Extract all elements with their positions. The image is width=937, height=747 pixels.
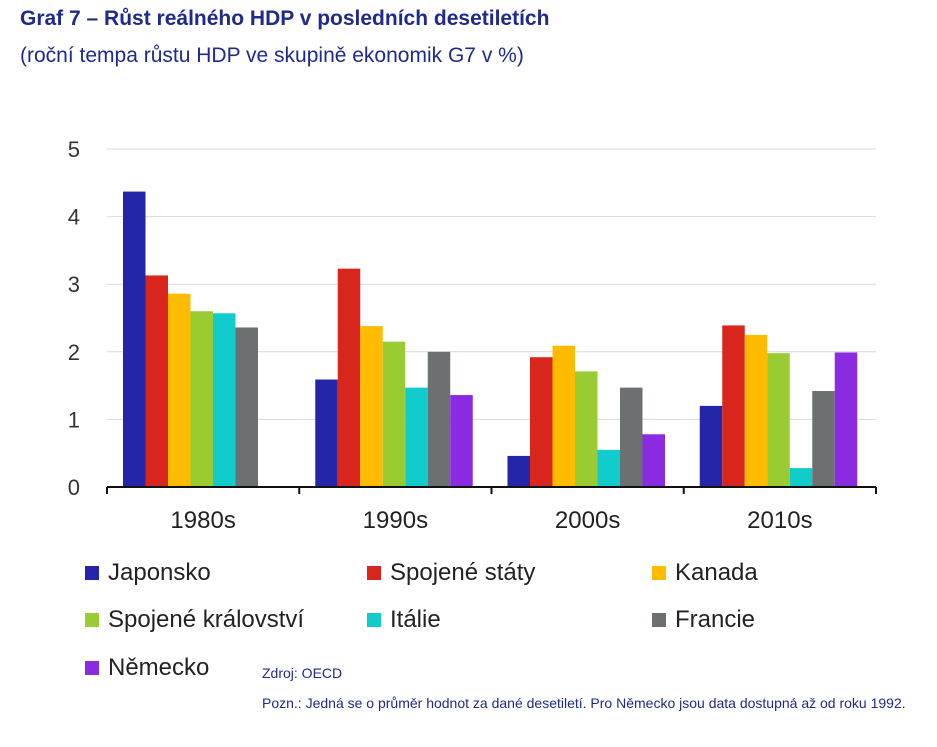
bar-spojené-státy-2010s [722, 325, 745, 487]
bar-kanada-1990s [360, 326, 383, 487]
source-note: Zdroj: OECD [262, 665, 343, 681]
chart-title: Graf 7 – Růst reálného HDP v posledních … [20, 7, 550, 30]
bar-německo-1990s [450, 395, 473, 487]
legend-label: Spojené království [108, 606, 305, 633]
footnote: Pozn.: Jedná se o průměr hodnot za dané … [262, 695, 906, 711]
legend-swatch [85, 566, 99, 580]
bar-francie-2000s [620, 387, 643, 487]
bar-chart: 0 1 2 3 4 5 1980s 1990s 2000s 2010s [68, 137, 877, 534]
legend-swatch [367, 566, 381, 580]
bar-japonsko-2010s [699, 405, 723, 487]
bar-francie-1980s [235, 327, 258, 487]
y-tick-label: 5 [68, 137, 80, 162]
bar-itálie-2010s [789, 468, 813, 487]
x-tick-label: 2000s [555, 507, 620, 534]
legend-item: Francie [652, 606, 755, 634]
bar-itálie-1990s [405, 387, 428, 487]
bar-spojené-království-2000s [575, 371, 598, 487]
y-tick-label: 1 [68, 407, 80, 432]
legend-label: Itálie [390, 606, 441, 633]
y-tick-label: 0 [68, 475, 80, 500]
legend-swatch [367, 613, 381, 627]
bar-německo-2000s [642, 434, 665, 487]
bar-itálie-1980s [213, 313, 236, 487]
bar-spojené-státy-1990s [337, 268, 361, 487]
y-tick-label: 2 [68, 340, 80, 365]
x-tick-label: 1980s [170, 507, 235, 534]
legend-item: Spojené státy [367, 559, 535, 587]
bar-německo-2010s [834, 352, 858, 487]
y-tick-label: 3 [68, 272, 80, 297]
bar-itálie-2000s [597, 449, 620, 487]
legend-item: Itálie [367, 606, 441, 634]
bar-francie-2010s [812, 391, 835, 487]
y-tick-label: 4 [68, 205, 80, 230]
legend-swatch [85, 613, 99, 627]
bar-francie-1990s [427, 351, 451, 487]
chart-subtitle: (roční tempa růstu HDP ve skupině ekonom… [20, 44, 524, 67]
legend-swatch [85, 661, 99, 675]
legend-label: Spojené státy [390, 559, 536, 586]
legend-label: Francie [675, 606, 756, 633]
bar-kanada-2010s [744, 334, 768, 487]
x-tick-label: 1990s [363, 507, 428, 534]
bar-spojené-království-1990s [382, 341, 406, 487]
legend-item: Německo [85, 654, 209, 682]
legend-label: Německo [108, 654, 210, 681]
legend-label: Kanada [675, 559, 758, 586]
bar-japonsko-2000s [507, 455, 530, 487]
x-tick-label: 2010s [747, 507, 812, 534]
bar-spojené-království-2010s [767, 353, 790, 487]
bar-kanada-1980s [168, 293, 191, 487]
legend-swatch [652, 566, 666, 580]
bar-japonsko-1990s [315, 379, 338, 487]
legend-item: Kanada [652, 559, 758, 587]
legend-item: Japonsko [85, 559, 211, 587]
bar-japonsko-1980s [123, 191, 146, 487]
bar-kanada-2000s [552, 345, 575, 487]
bar-spojené-státy-1980s [145, 275, 168, 487]
legend-item: Spojené království [85, 606, 304, 634]
legend-label: Japonsko [108, 559, 211, 586]
legend-swatch [652, 613, 666, 627]
bar-spojené-státy-2000s [530, 357, 553, 487]
bar-spojené-království-1980s [190, 311, 213, 487]
